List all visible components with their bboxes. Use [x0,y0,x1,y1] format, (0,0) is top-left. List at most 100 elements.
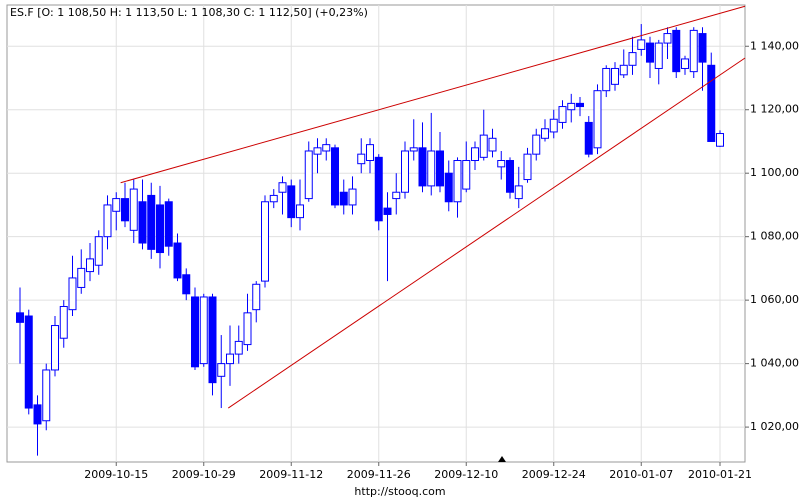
x-tick-label: 2009-12-10 [434,468,498,481]
candle-body [278,182,287,193]
candle-body [234,340,243,355]
legend-text: ES.F [O: 1 108,50 H: 1 113,50 L: 1 108,3… [10,6,368,19]
candle-body [269,194,278,203]
x-tick-label: 2009-11-26 [347,468,411,481]
candle-body [584,121,593,155]
grid [7,5,749,466]
candle-body [322,144,331,152]
candle-body [217,363,226,377]
candle-body [558,106,567,123]
candle-body [383,207,392,215]
candle-body [646,42,654,63]
candle-body [304,150,313,200]
marks [16,5,746,456]
candle-body [24,315,33,409]
candle-body [698,33,707,63]
candle-body [296,204,304,219]
candle-body [707,64,716,142]
candle-body [147,194,156,250]
candle-body [42,369,51,422]
candle-body [33,404,42,425]
plot-area [6,4,746,463]
candle-body [716,133,724,147]
candle-body [348,188,357,206]
candle-body [191,296,199,368]
candle-body [654,42,663,69]
candle-body [681,58,689,69]
candle-body [462,160,471,190]
candle-body [444,172,453,203]
candle-body [16,312,24,323]
candle-body [637,39,646,50]
candle-body [514,185,523,200]
x-tick-label: 2009-11-12 [259,468,323,481]
candle-body [567,102,576,111]
candle-body [479,134,488,158]
marker [498,456,506,462]
candle-body [549,118,558,133]
candle-body [689,29,698,73]
y-tick-label: 1 080,00 [750,230,799,243]
candle-body [628,52,637,66]
candle-body [112,198,121,212]
y-tick-label: 1 040,00 [750,357,799,370]
candle-body [226,353,234,365]
y-tick-label: 1 120,00 [750,103,799,116]
candle-body [523,153,532,181]
candle-body [366,144,374,162]
candle-body [436,150,444,187]
candle-body [611,67,619,85]
candle-body [602,67,611,92]
candle-body [138,201,147,244]
candle-body [453,160,462,203]
candle-body [331,147,339,206]
candle-body [506,160,514,193]
candle-body [313,147,322,155]
x-tick-label: 2009-10-15 [84,468,148,481]
candle-body [51,325,59,371]
x-tick-label: 2010-01-07 [609,468,673,481]
candle-body [576,102,584,108]
candle-body [199,296,208,365]
candle-body [672,29,681,73]
candle-body [418,147,427,187]
candle-body [374,156,383,222]
candle-body [156,204,164,254]
candle-body [77,267,86,288]
candle-body [357,153,366,165]
source: http://stooq.com [354,485,445,498]
candle-body [401,150,409,193]
candle-body [182,274,191,295]
x-tick-label: 2009-12-24 [522,468,586,481]
candle-body [59,305,68,339]
candle-body [287,185,296,219]
candle-body [392,191,401,200]
candle-body [208,296,217,384]
candle-body [488,137,497,152]
candle-body [86,258,94,273]
candle-body [427,150,436,187]
trend-line [120,5,746,184]
candle-body [663,33,672,44]
candle-body [339,191,348,206]
candle-body [619,64,628,76]
candle-body [252,283,261,311]
candle-body [409,147,418,152]
y-tick-label: 1 140,00 [750,39,799,52]
candle-body [532,134,541,155]
candle-body [68,277,77,311]
candle-body [243,312,252,346]
candle-body [164,201,173,247]
candle-body [173,242,182,279]
y-tick-label: 1 100,00 [750,166,799,179]
candle-body [471,147,479,162]
candle-body [121,198,129,222]
trend-line [227,57,746,409]
x-tick-label: 2010-01-21 [688,468,752,481]
y-tick-label: 1 020,00 [750,420,799,433]
candle-body [103,204,112,238]
candle-body [261,201,269,282]
candle-body [497,160,506,168]
